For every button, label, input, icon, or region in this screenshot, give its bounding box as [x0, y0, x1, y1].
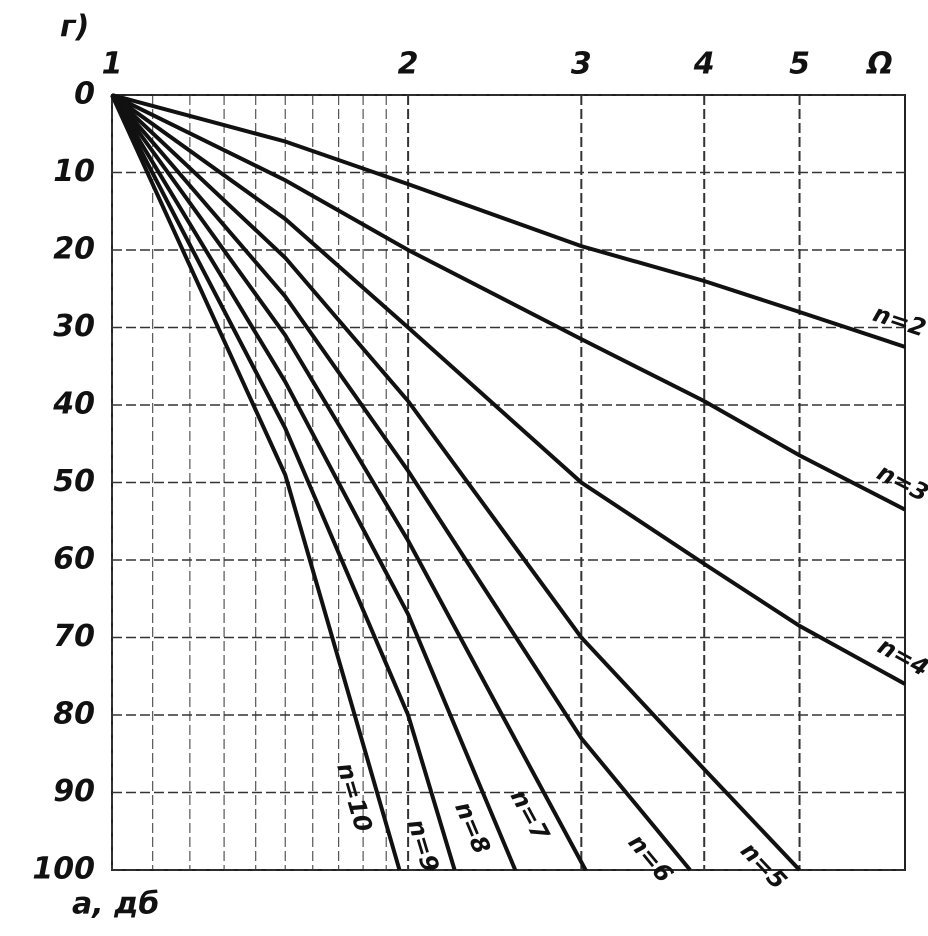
curve: [110, 93, 588, 871]
y-tick-label: 60: [53, 542, 95, 577]
x-tick-label: 3: [571, 47, 592, 82]
y-tick-label: 90: [53, 774, 95, 809]
curve: [110, 94, 402, 871]
y-axis-label: a, дб: [72, 887, 159, 922]
curve: [110, 93, 518, 871]
x-axis-label: Ω: [865, 47, 893, 82]
legend-label: n=5: [735, 836, 792, 894]
y-tick-label: 30: [53, 309, 95, 344]
legend-label: n=4: [873, 632, 928, 683]
curve: [111, 93, 906, 349]
y-tick-label: 80: [53, 697, 95, 732]
curve: [110, 94, 457, 871]
legend-label: n=6: [623, 829, 679, 888]
y-tick-label: 20: [53, 232, 95, 267]
y-tick-label: 50: [53, 464, 95, 499]
x-tick-label: 1: [102, 47, 123, 82]
legend-label: n=7: [505, 785, 555, 846]
curve: [111, 93, 906, 512]
y-tick-label: 70: [53, 619, 95, 654]
panel-label: г): [60, 10, 89, 45]
y-tick-label: 40: [52, 387, 95, 422]
x-tick-label: 2: [398, 47, 419, 82]
y-tick-label: 100: [32, 852, 95, 887]
x-tick-label: 5: [789, 47, 810, 82]
curve: [110, 93, 692, 872]
legend-label: n=3: [872, 458, 928, 508]
curve: [110, 93, 801, 872]
y-tick-label: 0: [74, 77, 95, 112]
y-tick-label: 10: [53, 154, 95, 189]
curve: [110, 93, 906, 686]
x-tick-label: 4: [693, 47, 715, 82]
